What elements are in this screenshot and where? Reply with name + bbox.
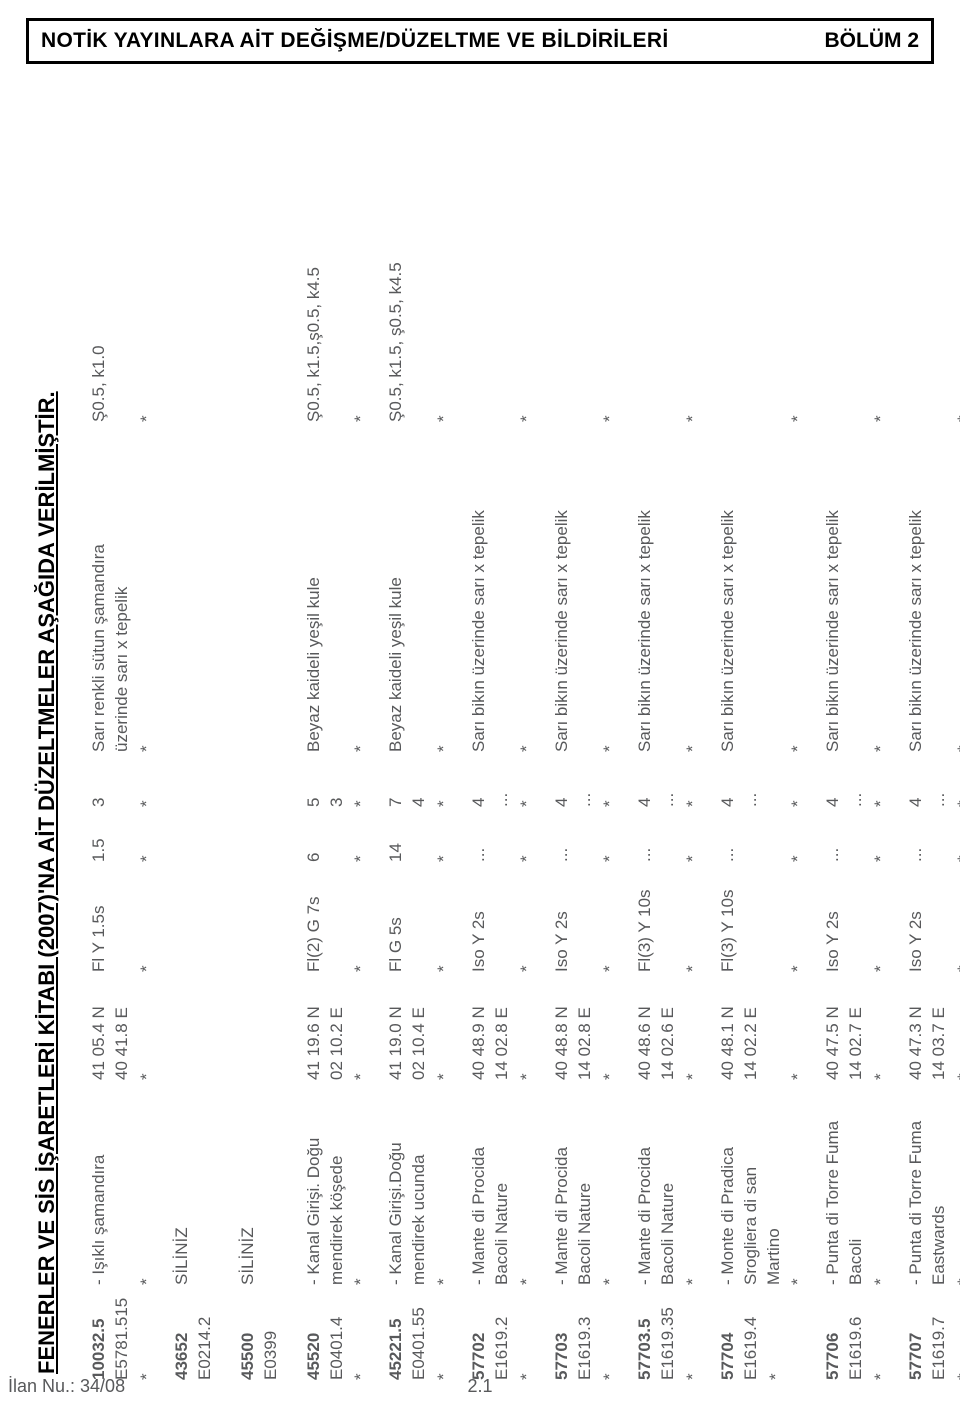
col-coord: 40 47.5 N14 02.7 E* — [822, 972, 893, 1080]
col-desc: Beyaz kaideli yeşil kule * — [385, 422, 456, 752]
col-desc: Sarı bikın üzerinde sarı x tepelik * — [717, 422, 811, 752]
col-id: 57706E1619.6* — [822, 1285, 893, 1380]
header-title: NOTİK YAYINLARA AİT DEĞİŞME/DÜZELTME VE … — [41, 29, 668, 53]
col-char: Fl Y 1.5s * — [88, 862, 159, 972]
col-char: Fl(3) Y 10s * — [717, 862, 811, 972]
col-name: - Kanal Girişi. Doğumendirek köşede* — [303, 1080, 374, 1285]
col-height: ... * — [822, 807, 893, 862]
col-height: 14 * — [385, 807, 456, 862]
col-coord: 40 47.3 N14 03.7 E* — [905, 972, 960, 1080]
col-coord: 41 19.6 N02 10.2 E* — [303, 972, 374, 1080]
col-range: 4...* — [634, 752, 705, 807]
col-desc: Sarı bikın üzerinde sarı x tepelik * — [468, 422, 539, 752]
col-rhythm: Ş0.5, k1.5,ş0.5, k4.5 * — [303, 212, 374, 422]
table-row: 45520E0401.4*- Kanal Girişi. Doğumendire… — [303, 100, 374, 1380]
table-row: 57703E1619.3*- Mante di ProcidaBacoli Na… — [551, 100, 622, 1380]
col-desc: Beyaz kaideli yeşil kule * — [303, 422, 374, 752]
col-name: - Monte di PradicaSrogliera di sanMartin… — [717, 1080, 811, 1285]
col-range: 4...* — [468, 752, 539, 807]
col-char: Fl G 5s * — [385, 862, 456, 972]
col-name: - Mante di ProcidaBacoli Nature* — [634, 1080, 705, 1285]
col-rhythm: * — [634, 212, 705, 422]
subtitle: FENERLER VE SİS İŞARETLERİ KİTABI (2007)… — [34, 100, 60, 1374]
col-id: 57703.5E1619.35* — [634, 1285, 705, 1380]
col-range: 53* — [303, 752, 374, 807]
col-id: 43652E0214.2 — [171, 1285, 217, 1380]
col-rhythm: Ş0.5, k1.5, ş0.5, k4.5 * — [385, 212, 456, 422]
col-char: Iso Y 2s * — [468, 862, 539, 972]
col-name: - Punta di Torre FumaEastwards* — [905, 1080, 960, 1285]
col-id: 45221.5E0401.55* — [385, 1285, 456, 1380]
col-name: - Kanal Girişi.Doğumendirek ucunda* — [385, 1080, 456, 1285]
table-row: 57702E1619.2*- Mante di ProcidaBacoli Na… — [468, 100, 539, 1380]
col-desc: Sarı renkli sütun şamandıraüzerinde sarı… — [88, 422, 159, 752]
col-name: - Işıklı şamandıra * — [88, 1080, 159, 1285]
footer-center: 2.1 — [467, 1376, 492, 1397]
col-name: - Punta di Torre FumaBacoli* — [822, 1080, 893, 1285]
table-row: 57706E1619.6*- Punta di Torre FumaBacoli… — [822, 100, 893, 1380]
col-rhythm: Ş0.5, k1.0 * — [88, 212, 159, 422]
table-row: 57707E1619.7*- Punta di Torre FumaEastwa… — [905, 100, 960, 1380]
col-id: 57707E1619.7* — [905, 1285, 960, 1380]
col-height: 6 * — [303, 807, 374, 862]
col-coord: 40 48.6 N14 02.6 E* — [634, 972, 705, 1080]
col-range: 4...* — [822, 752, 893, 807]
col-id: 10032.5E5781.515* — [88, 1285, 159, 1380]
col-rhythm: * — [822, 212, 893, 422]
col-coord: 40 48.8 N14 02.8 E* — [551, 972, 622, 1080]
col-char: Iso Y 2s * — [905, 862, 960, 972]
col-height: ... * — [468, 807, 539, 862]
col-id: 57704E1619.4* — [717, 1285, 811, 1380]
col-desc: Sarı bikın üzerinde sarı x tepelik * — [822, 422, 893, 752]
col-height: ... * — [634, 807, 705, 862]
col-coord: 40 48.9 N14 02.8 E* — [468, 972, 539, 1080]
col-char: Fl(2) G 7s * — [303, 862, 374, 972]
table-row: 10032.5E5781.515*- Işıklı şamandıra *41 … — [88, 100, 159, 1380]
rotated-content: FENERLER VE SİS İŞARETLERİ KİTABI (2007)… — [34, 100, 960, 1380]
col-name: SİLİNİZ — [171, 1080, 217, 1285]
col-coord: 41 19.0 N02 10.4 E* — [385, 972, 456, 1080]
footer-left: İlan Nu.: 34/08 — [8, 1376, 125, 1397]
table-row: 57704E1619.4*- Monte di PradicaSrogliera… — [717, 100, 811, 1380]
col-coord: 40 48.1 N14 02.2 E * — [717, 972, 811, 1080]
col-name: - Mante di ProcidaBacoli Nature* — [468, 1080, 539, 1285]
col-range: 4...* — [551, 752, 622, 807]
col-height: 1.5 * — [88, 807, 159, 862]
col-char: Iso Y 2s * — [822, 862, 893, 972]
col-name: SİLİNİZ — [237, 1080, 283, 1285]
col-id: 57703E1619.3* — [551, 1285, 622, 1380]
col-height: ... * — [717, 807, 811, 862]
col-desc: Sarı bikın üzerinde sarı x tepelik * — [634, 422, 705, 752]
col-char: Fl(3) Y 10s * — [634, 862, 705, 972]
col-range: 4... * — [717, 752, 811, 807]
table-row: 45221.5E0401.55*- Kanal Girişi.Doğumendi… — [385, 100, 456, 1380]
col-range: 3 * — [88, 752, 159, 807]
col-id: 57702E1619.2* — [468, 1285, 539, 1380]
col-char: Iso Y 2s * — [551, 862, 622, 972]
col-id: 45520E0401.4* — [303, 1285, 374, 1380]
entries-container: 10032.5E5781.515*- Işıklı şamandıra *41 … — [88, 100, 960, 1380]
col-height: ... * — [905, 807, 960, 862]
table-row: 57703.5E1619.35*- Mante di ProcidaBacoli… — [634, 100, 705, 1380]
col-rhythm: * — [468, 212, 539, 422]
col-rhythm: * — [717, 212, 811, 422]
col-desc: Sarı bikın üzerinde sarı x tepelik * — [551, 422, 622, 752]
col-range: 4...* — [905, 752, 960, 807]
col-desc: Sarı bikın üzerinde sarı x tepelik * — [905, 422, 960, 752]
table-row: 45500E0399SİLİNİZ — [237, 100, 283, 1380]
col-coord: 41 05.4 N40 41.8 E* — [88, 972, 159, 1080]
page-header: NOTİK YAYINLARA AİT DEĞİŞME/DÜZELTME VE … — [26, 18, 934, 64]
col-rhythm: * — [551, 212, 622, 422]
col-height: ... * — [551, 807, 622, 862]
col-range: 74* — [385, 752, 456, 807]
header-section: BÖLÜM 2 — [825, 29, 920, 53]
col-name: - Mante di ProcidaBacoli Nature* — [551, 1080, 622, 1285]
col-rhythm: * — [905, 212, 960, 422]
table-row: 43652E0214.2SİLİNİZ — [171, 100, 217, 1380]
col-id: 45500E0399 — [237, 1285, 283, 1380]
